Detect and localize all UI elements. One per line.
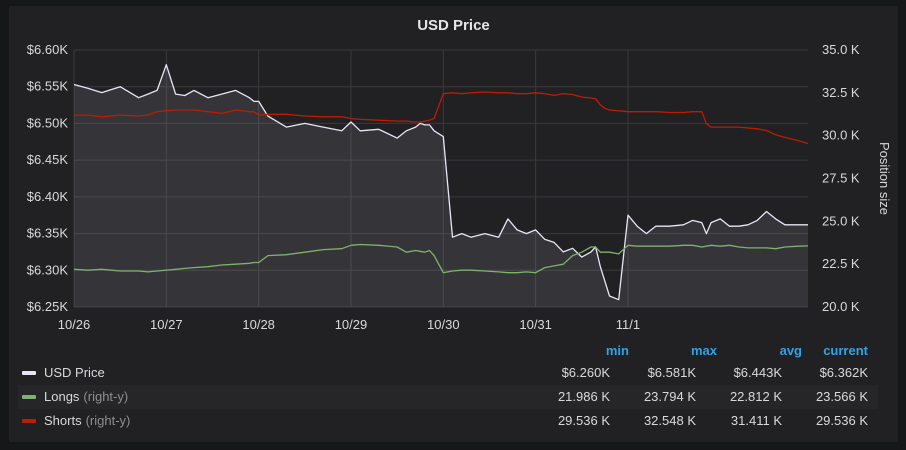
series-line-shorts[interactable] <box>74 91 809 145</box>
legend-axis-tag: (right-y) <box>85 413 131 428</box>
series-line-longs[interactable] <box>73 243 809 274</box>
y-left-tick-label: $6.60K <box>27 42 69 57</box>
legend-name[interactable]: Longs <box>44 389 80 404</box>
legend-current: 23.566 K <box>815 389 868 404</box>
legend-row-shorts[interactable]: Shorts (right-y) 29.536 K 32.548 K 31.411… <box>18 409 878 433</box>
shorts-swatch[interactable] <box>22 419 36 423</box>
y-left-tick-label: $6.35K <box>27 226 69 241</box>
y-left-tick-label: $6.25K <box>27 299 69 314</box>
y-right-tick-label: 32.5 K <box>822 85 860 100</box>
y-left-tick-label: $6.45K <box>27 152 69 167</box>
legend-header-min[interactable]: min <box>605 343 629 358</box>
series-area-0 <box>74 64 808 307</box>
legend-min: 21.986 K <box>557 389 610 404</box>
legend-max: 32.548 K <box>643 413 696 428</box>
x-tick-label: 10/27 <box>150 317 183 332</box>
longs-swatch[interactable] <box>22 395 36 399</box>
y-right-tick-label: 35.0 K <box>822 42 860 57</box>
x-tick-label: 10/30 <box>427 317 460 332</box>
series-line-usd-price[interactable] <box>73 64 808 301</box>
x-tick-label: 11/1 <box>616 317 640 332</box>
y-left-tick-label: $6.30K <box>27 262 69 277</box>
legend-avg: $6.443K <box>733 365 782 380</box>
legend-name[interactable]: Shorts <box>44 413 82 428</box>
legend-header-avg[interactable]: avg <box>779 343 802 358</box>
legend-current: 29.536 K <box>815 413 868 428</box>
legend-min: $6.260K <box>561 365 610 380</box>
y-right-tick-label: 25.0 K <box>822 213 860 228</box>
y-left-tick-label: $6.50K <box>27 115 69 130</box>
y-right-axis-label: Position size <box>877 142 892 215</box>
x-tick-label: 10/28 <box>242 317 275 332</box>
y-left-tick-label: $6.55K <box>27 79 69 94</box>
legend-header-max[interactable]: max <box>690 343 717 358</box>
y-right-tick-label: 30.0 K <box>822 128 860 143</box>
legend-max: 23.794 K <box>643 389 696 404</box>
legend-table: min max avg current USD Price $6.260K $6… <box>18 337 878 433</box>
x-tick-label: 10/29 <box>335 317 368 332</box>
legend-max: $6.581K <box>647 365 696 380</box>
legend-name[interactable]: USD Price <box>44 365 105 380</box>
legend-header: min max avg current <box>18 337 878 361</box>
y-left-tick-label: $6.40K <box>27 189 69 204</box>
legend-header-current[interactable]: current <box>823 343 868 358</box>
y-right-tick-label: 22.5 K <box>822 256 860 271</box>
panel-title[interactable]: USD Price <box>417 17 490 34</box>
usd-price-swatch[interactable] <box>22 371 36 375</box>
legend-current: $6.362K <box>819 365 868 380</box>
x-tick-label: 10/26 <box>58 317 91 332</box>
legend-avg: 31.411 K <box>730 413 782 428</box>
y-right-tick-label: 27.5 K <box>822 171 860 186</box>
y-right-tick-label: 20.0 K <box>822 299 860 314</box>
price-chart[interactable]: $6.25K $6.30K $6.35K $6.40K $6.45K $6.50K $6.5… <box>0 0 906 335</box>
x-tick-label: 10/31 <box>519 317 552 332</box>
legend-axis-tag: (right-y) <box>83 389 129 404</box>
legend-min: 29.536 K <box>557 413 610 428</box>
legend-row-usd-price[interactable]: USD Price $6.260K $6.581K $6.443K $6.362… <box>18 361 878 385</box>
legend-avg: 22.812 K <box>729 389 782 404</box>
legend-row-longs[interactable]: Longs (right-y) 21.986 K 23.794 K 22.812 … <box>18 385 878 409</box>
